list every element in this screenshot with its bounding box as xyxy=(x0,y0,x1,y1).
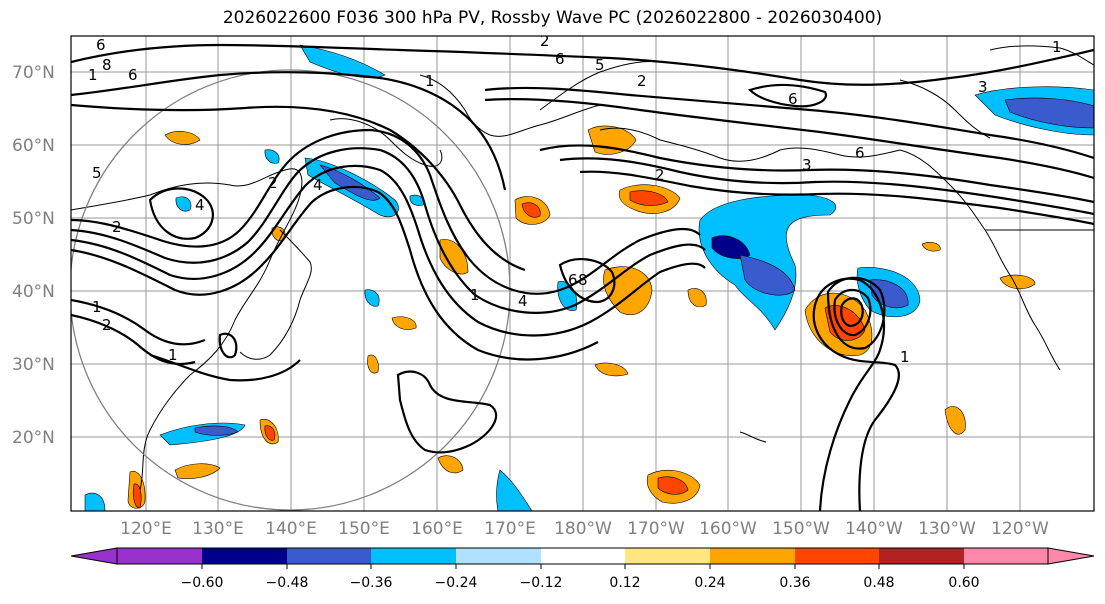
contour-lines xyxy=(71,43,1094,511)
lon-label: 130°E xyxy=(192,519,244,539)
contour-label: 4 xyxy=(195,196,205,214)
lat-label: 40°N xyxy=(12,282,55,302)
colorbar-segment xyxy=(456,548,541,564)
lon-label: 160°W xyxy=(699,519,757,539)
contour-label: 2 xyxy=(112,218,122,236)
contour-label: 1 xyxy=(470,286,480,304)
colorbar: −0.60 −0.48 −0.36 −0.24 −0.12 0.12 0.24 … xyxy=(70,547,1095,591)
contour-label: 4 xyxy=(518,292,528,310)
contour-label: 6 xyxy=(788,90,798,108)
colorbar-segment xyxy=(202,548,287,564)
colorbar-segment xyxy=(625,548,710,564)
colorbar-segment xyxy=(879,548,964,564)
lon-label: 180°W xyxy=(554,519,612,539)
contour-label: 5 xyxy=(92,164,102,182)
contour-label: 6 xyxy=(128,66,138,84)
colorbar-segment xyxy=(541,548,625,564)
lat-label: 30°N xyxy=(12,355,55,375)
lon-label: 150°E xyxy=(338,519,390,539)
lat-label: 60°N xyxy=(12,136,55,156)
longitude-labels: 120°E 130°E 140°E 150°E 160°E 170°E 180°… xyxy=(120,519,1049,539)
lon-label: 140°W xyxy=(845,519,903,539)
contour-label: 1 xyxy=(900,348,910,366)
colorbar-low-extension xyxy=(70,547,118,565)
colorbar-tick-label: −0.24 xyxy=(435,575,478,591)
colorbar-tick-label: −0.60 xyxy=(181,575,224,591)
colorbar-segment xyxy=(710,548,795,564)
contour-label: 2 xyxy=(268,174,278,192)
colorbar-tick-label: 0.36 xyxy=(779,575,810,591)
contour-labels: 6 8 1 6 5 4 2 2 2 6 6 6 3 5 2 1 4 3 1 2 … xyxy=(88,32,1062,366)
lat-label: 70°N xyxy=(12,63,55,83)
contour-label: 8 xyxy=(578,271,588,289)
colorbar-tick-label: −0.36 xyxy=(350,575,393,591)
contour-label: 6 xyxy=(568,271,578,289)
contour-label: 4 xyxy=(313,176,323,194)
contour-label: 2 xyxy=(637,72,647,90)
contour-label: 6 xyxy=(555,50,565,68)
contour-label: 6 xyxy=(855,144,865,162)
colorbar-tick-label: 0.12 xyxy=(609,575,640,591)
contour-label: 2 xyxy=(102,316,112,334)
lon-label: 170°E xyxy=(484,519,536,539)
contour-label: 6 xyxy=(96,36,106,54)
contour-label: 3 xyxy=(978,78,988,96)
lon-label: 170°W xyxy=(627,519,685,539)
coastlines xyxy=(71,45,1094,491)
colorbar-segment xyxy=(117,548,202,564)
contour-label: 2 xyxy=(540,32,550,50)
lon-label: 160°E xyxy=(411,519,463,539)
contour-label: 1 xyxy=(168,346,178,364)
lat-label: 20°N xyxy=(12,428,55,448)
contour-label: 3 xyxy=(802,156,812,174)
lon-label: 120°W xyxy=(991,519,1049,539)
lon-label: 130°W xyxy=(918,519,976,539)
contour-label: 1 xyxy=(92,298,102,316)
colorbar-tick-label: 0.48 xyxy=(863,575,894,591)
colorbar-segment xyxy=(371,548,456,564)
map-title: 2026022600 F036 300 hPa PV, Rossby Wave … xyxy=(222,8,883,28)
latitude-labels: 70°N 60°N 50°N 40°N 30°N 20°N xyxy=(12,63,55,448)
colorbar-tick-label: −0.12 xyxy=(520,575,563,591)
lat-label: 50°N xyxy=(12,209,55,229)
contour-label: 1 xyxy=(1052,38,1062,56)
contour-label: 1 xyxy=(425,72,435,90)
contour-label: 5 xyxy=(595,56,605,74)
colorbar-tick-label: −0.48 xyxy=(266,575,309,591)
lon-label: 140°E xyxy=(265,519,317,539)
lon-label: 120°E xyxy=(120,519,172,539)
colorbar-segment xyxy=(964,548,1048,564)
contour-label: 2 xyxy=(655,166,665,184)
contour-label: 8 xyxy=(102,56,112,74)
colorbar-tick-label: 0.60 xyxy=(948,575,979,591)
colorbar-high-extension xyxy=(1047,547,1095,565)
colorbar-tick-label: 0.24 xyxy=(694,575,725,591)
map-frame xyxy=(70,35,1095,512)
colorbar-segment xyxy=(287,548,371,564)
contour-label: 1 xyxy=(88,66,98,84)
colorbar-segment xyxy=(795,548,879,564)
lon-label: 150°W xyxy=(772,519,830,539)
